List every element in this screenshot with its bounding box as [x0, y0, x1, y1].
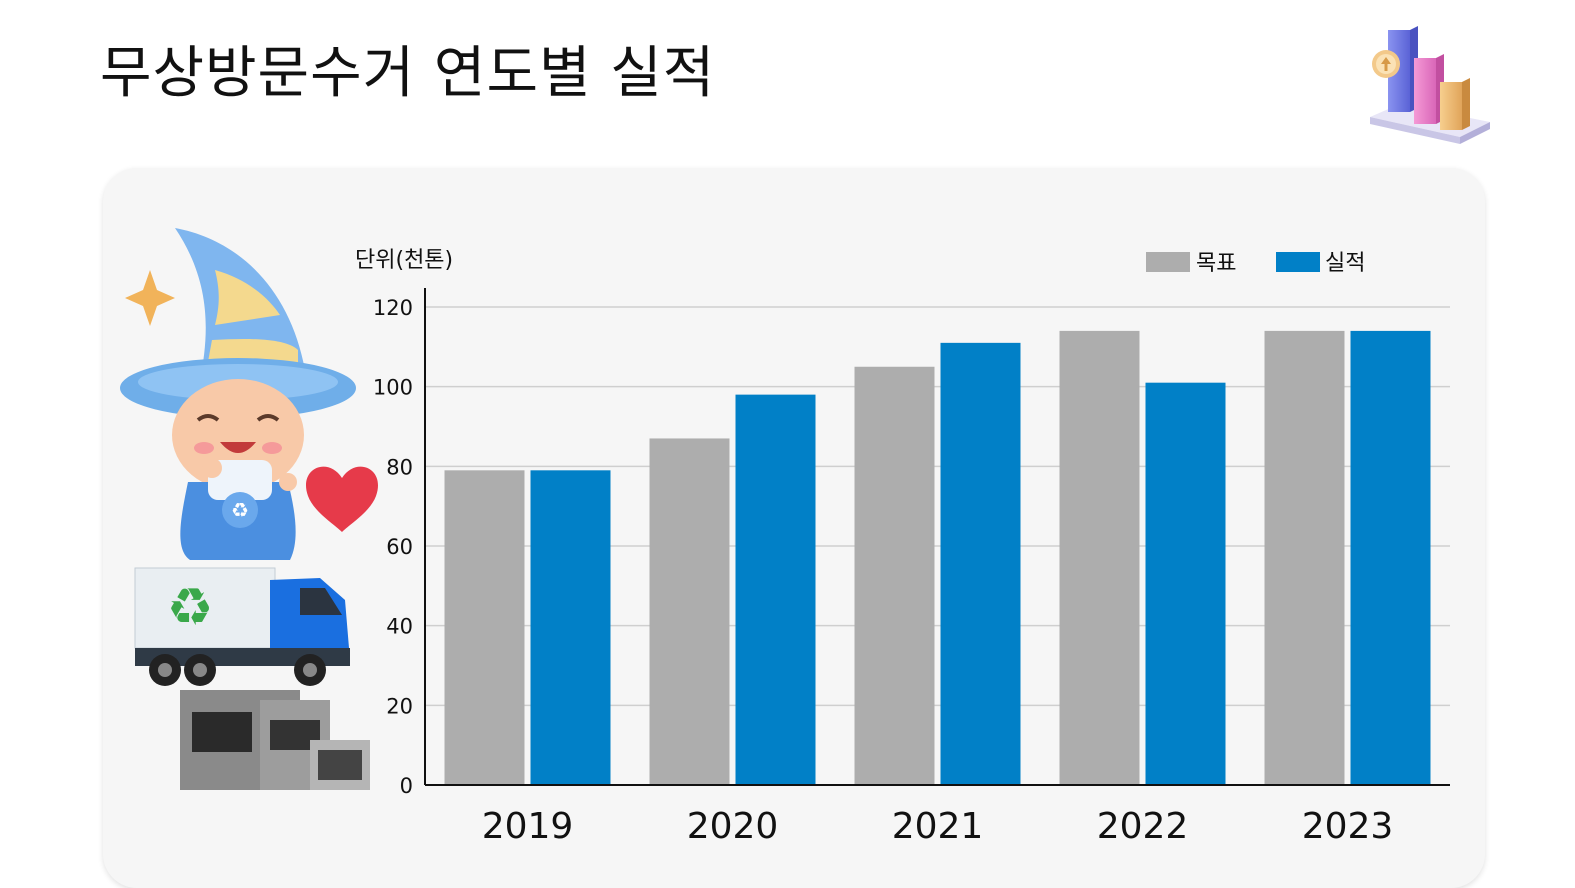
bar-actual-2023	[1350, 330, 1431, 785]
bar-actual-2020	[735, 394, 816, 785]
y-unit-label: 단위(천톤)	[355, 248, 453, 273]
legend-swatch-actual	[1276, 252, 1320, 272]
legend: 목표 실적	[1146, 251, 1365, 276]
bar-actual-2019	[530, 470, 611, 785]
bar-actual-2022	[1145, 382, 1226, 785]
y-tick-label: 80	[386, 455, 413, 479]
bar-chart: 단위(천톤) 0 20 40 60 80 100 120 2019 2020 2021 2022 2…	[355, 248, 1450, 847]
x-tick-label: 2023	[1302, 806, 1394, 847]
y-tick-label: 60	[386, 535, 413, 559]
legend-swatch-target	[1146, 252, 1190, 272]
x-tick-label: 2021	[892, 806, 984, 847]
x-tick-label: 2020	[687, 806, 779, 847]
legend-label-target: 목표	[1196, 251, 1236, 276]
y-tick-label: 20	[386, 694, 413, 718]
x-tick-label: 2019	[482, 806, 574, 847]
bar-chart-3d-icon	[1370, 26, 1490, 144]
y-tick-label: 0	[400, 774, 413, 798]
bar-target-2020	[649, 438, 730, 785]
y-tick-label: 40	[386, 615, 413, 639]
y-tick-label: 100	[373, 376, 413, 400]
legend-label-actual: 실적	[1325, 251, 1365, 276]
bar-target-2021	[854, 366, 935, 785]
y-tick-label: 120	[373, 296, 413, 320]
kitchen-appliances-illustration	[180, 690, 370, 790]
bar-target-2023	[1264, 330, 1345, 785]
page-title: 무상방문수거 연도별 실적	[100, 41, 716, 106]
mascot-illustration: ♻ ♻	[120, 228, 379, 790]
x-tick-label: 2022	[1097, 806, 1189, 847]
svg-text:♻: ♻	[231, 498, 249, 522]
recycling-truck-illustration: ♻	[134, 567, 350, 686]
sparkle-icon	[125, 270, 175, 326]
bar-target-2019	[444, 470, 525, 785]
bar-actual-2021	[940, 342, 1021, 785]
bar-target-2022	[1059, 330, 1140, 785]
svg-text:♻: ♻	[167, 578, 214, 638]
heart-icon	[305, 466, 379, 532]
